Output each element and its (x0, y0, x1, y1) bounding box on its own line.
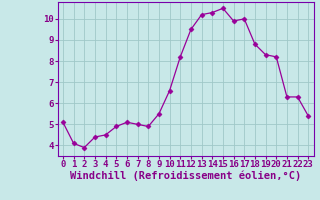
X-axis label: Windchill (Refroidissement éolien,°C): Windchill (Refroidissement éolien,°C) (70, 171, 301, 181)
